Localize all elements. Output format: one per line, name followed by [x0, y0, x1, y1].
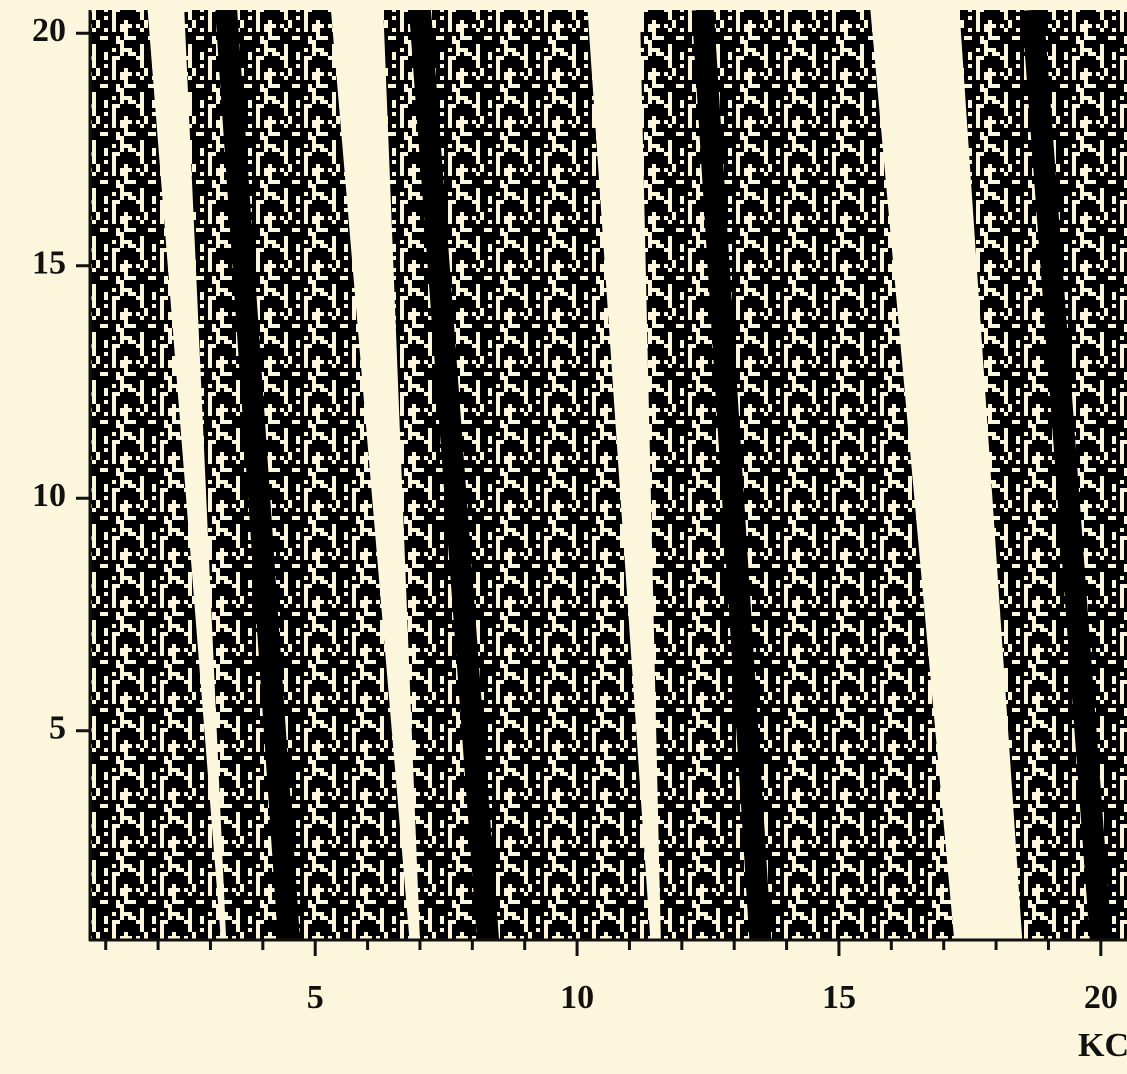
y-tick-label: 10 [32, 477, 66, 514]
speckle-region [383, 10, 651, 940]
y-tick-label: 20 [32, 12, 66, 49]
dark-stripe [691, 10, 772, 940]
speckle-region [639, 10, 955, 940]
speckle-region [184, 10, 410, 940]
x-tick-label: 20 [1084, 979, 1118, 1016]
speckle-region [90, 10, 221, 940]
x-tick-label: 15 [822, 979, 856, 1016]
plot-area [90, 10, 1127, 940]
x-tick-label: 5 [307, 979, 324, 1016]
y-tick-label: 15 [32, 245, 66, 282]
y-tick-label: 5 [49, 710, 66, 747]
dark-stripe [408, 10, 500, 940]
dark-stripe [215, 10, 300, 940]
dark-stripe [1021, 10, 1112, 940]
x-tick-label: 10 [560, 979, 594, 1016]
x-axis-label: KCr [1078, 1027, 1127, 1070]
